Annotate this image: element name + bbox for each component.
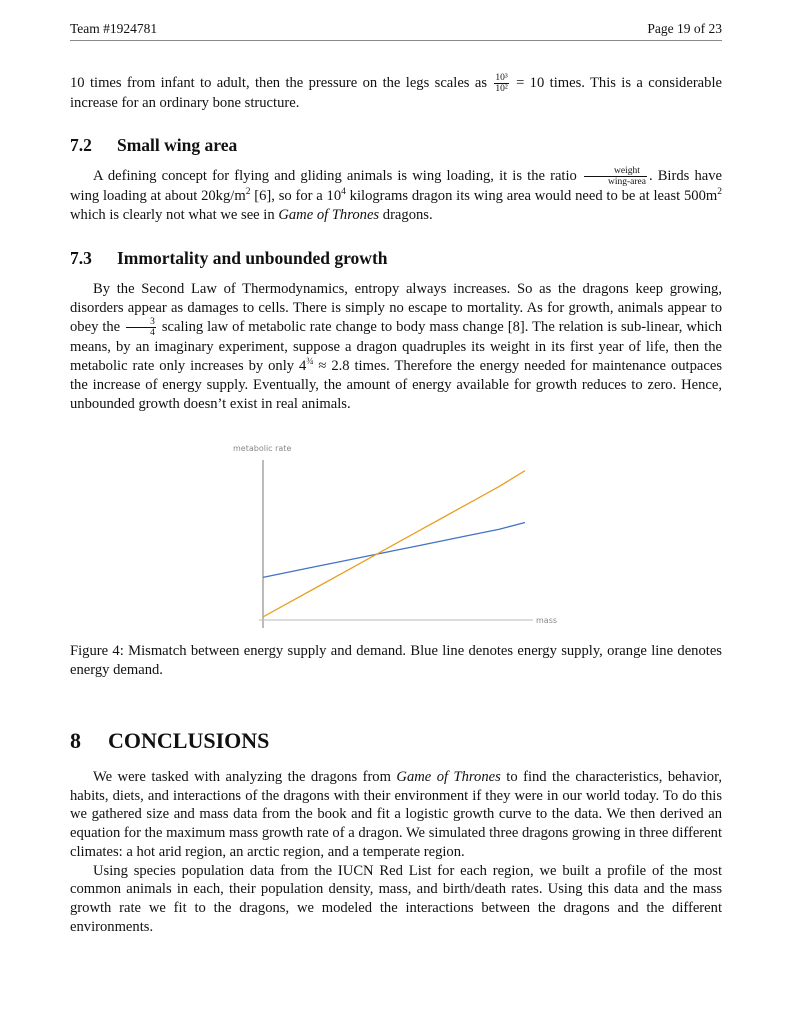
fraction-numerator: 3 — [126, 317, 156, 329]
figure-caption: Figure 4: Mismatch between energy supply… — [70, 642, 722, 679]
superscript: 2 — [717, 187, 722, 198]
figure-4-chart: metabolic rate mass — [230, 440, 560, 630]
section-heading-8: 8 CONCLUSIONS — [70, 728, 269, 754]
caption-text: Figure 4: Mismatch between energy supply… — [70, 643, 722, 678]
section-number: 7.2 — [70, 135, 92, 155]
superscript: ¾ — [306, 357, 314, 368]
header-rule — [70, 40, 722, 41]
x-axis-label: mass — [536, 616, 557, 625]
y-axis-label: metabolic rate — [233, 444, 291, 453]
book-title: Game of Thrones — [396, 769, 501, 785]
running-header: Team #1924781 Page 19 of 23 — [70, 21, 722, 39]
growth-text-1: By the Second Law of Thermodynamics, ent… — [70, 281, 722, 336]
section-title: CONCLUSIONS — [108, 728, 270, 753]
growth-text-3: ≈ 2.8 times. Therefore the energy needed… — [70, 358, 723, 412]
wing-text-3: [6], so for a 10 — [250, 188, 342, 204]
page-number: Page 19 of 23 — [647, 21, 722, 36]
fraction-denominator: 4 — [150, 328, 155, 339]
superscript: 2 — [245, 187, 251, 198]
wing-text-2: . Birds have wing loading at about 20kg/… — [70, 167, 722, 204]
conclusions-paragraph-1: We were tasked with analyzing the dragon… — [70, 768, 722, 862]
wing-area-paragraph: A defining concept for flying and glidin… — [70, 166, 722, 224]
conclusions-paragraphs: We were tasked with analyzing the dragon… — [70, 768, 722, 936]
intro-text-1: 10 times from infant to adult, then the … — [70, 74, 493, 91]
energy-supply-line — [262, 521, 526, 578]
superscript: 4 — [341, 187, 346, 198]
fraction-numerator: weight — [583, 166, 647, 177]
wing-text-6: dragons. — [379, 206, 433, 223]
wing-text-4: kilograms dragon its wing area would nee… — [345, 188, 718, 204]
intro-paragraph: 10 times from infant to adult, then the … — [70, 73, 722, 113]
section-number: 7.3 — [70, 248, 92, 268]
energy-demand-line — [262, 470, 526, 618]
growth-text-2: scaling law of metabolic rate change to … — [70, 319, 723, 375]
pressure-fraction: 10³ 10² — [494, 73, 509, 94]
immortality-paragraph: By the Second Law of Thermodynamics, ent… — [70, 280, 722, 413]
fraction-denominator: wing-area — [607, 177, 646, 187]
wing-loading-fraction: weight wing-area — [583, 166, 647, 187]
conclusion-text-2: to find the characteristics, behavior, h… — [70, 769, 722, 860]
section-title: Small wing area — [117, 135, 238, 155]
team-number: Team #1924781 — [70, 21, 158, 36]
book-title: Game of Thrones — [278, 206, 380, 223]
wing-text-1: A defining concept for flying and glidin… — [93, 167, 582, 184]
conclusions-paragraph-2: Using species population data from the I… — [70, 862, 722, 935]
wing-text-5: which is clearly not what we see in — [70, 206, 279, 223]
section-title: Immortality and unbounded growth — [117, 248, 388, 268]
fraction-denominator: 10² — [495, 84, 508, 94]
fraction-numerator: 10³ — [494, 73, 509, 84]
section-heading-7-2: 7.2 Small wing area — [70, 135, 237, 156]
intro-text-2: = 10 times. This is a considerable incre… — [70, 74, 722, 111]
chart-svg: metabolic rate mass — [233, 444, 557, 628]
conclusion-text-1: We were tasked with analyzing the dragon… — [93, 769, 397, 785]
section-heading-7-3: 7.3 Immortality and unbounded growth — [70, 248, 388, 269]
section-number: 8 — [70, 728, 81, 753]
